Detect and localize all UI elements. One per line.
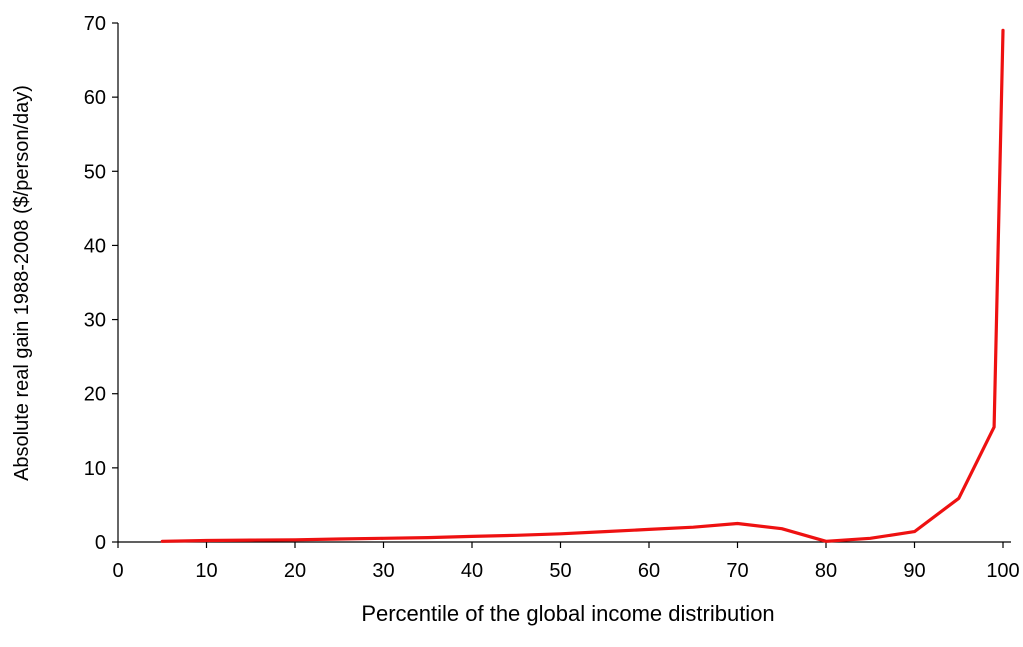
x-tick-label-80: 80: [815, 560, 837, 582]
x-tick-label-50: 50: [549, 560, 571, 582]
y-tick-label-50: 50: [84, 161, 106, 183]
y-tick-label-40: 40: [84, 235, 106, 257]
y-tick-label-10: 10: [84, 458, 106, 480]
y-axis-label: Absolute real gain 1988-2008 ($/person/d…: [11, 85, 33, 481]
series-layer: [160, 28, 1005, 543]
x-tick-label-0: 0: [112, 560, 123, 582]
x-tick-label-10: 10: [195, 560, 217, 582]
series-line-0: [160, 28, 1005, 543]
x-axis-label: Percentile of the global income distribu…: [361, 601, 774, 626]
y-tick-label-0: 0: [95, 532, 106, 554]
x-tick-label-20: 20: [284, 560, 306, 582]
x-tick-label-90: 90: [903, 560, 925, 582]
y-tick-label-70: 70: [84, 13, 106, 35]
axes: 0 10 20 30 40 50 60 70 80 90 100 0 10 20 30 40 50 60 70: [84, 13, 1020, 582]
x-tick-label-70: 70: [726, 560, 748, 582]
x-tick-label-40: 40: [461, 560, 483, 582]
x-tick-label-100: 100: [986, 560, 1019, 582]
x-tick-label-60: 60: [638, 560, 660, 582]
x-tick-label-30: 30: [372, 560, 394, 582]
y-tick-label-20: 20: [84, 384, 106, 406]
y-tick-label-30: 30: [84, 310, 106, 332]
y-tick-label-60: 60: [84, 87, 106, 109]
